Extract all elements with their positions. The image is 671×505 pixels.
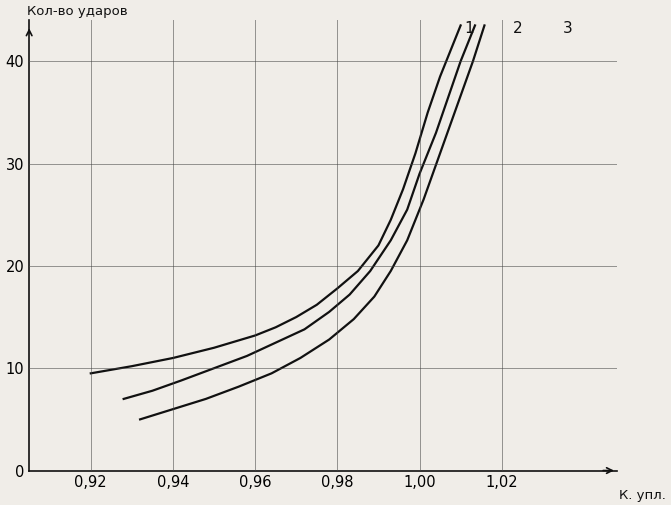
Text: 1: 1: [464, 21, 474, 36]
Text: К. упл.: К. упл.: [619, 489, 666, 502]
Text: Кол-во ударов: Кол-во ударов: [27, 5, 127, 18]
Text: 3: 3: [562, 21, 572, 36]
Text: 2: 2: [513, 21, 523, 36]
